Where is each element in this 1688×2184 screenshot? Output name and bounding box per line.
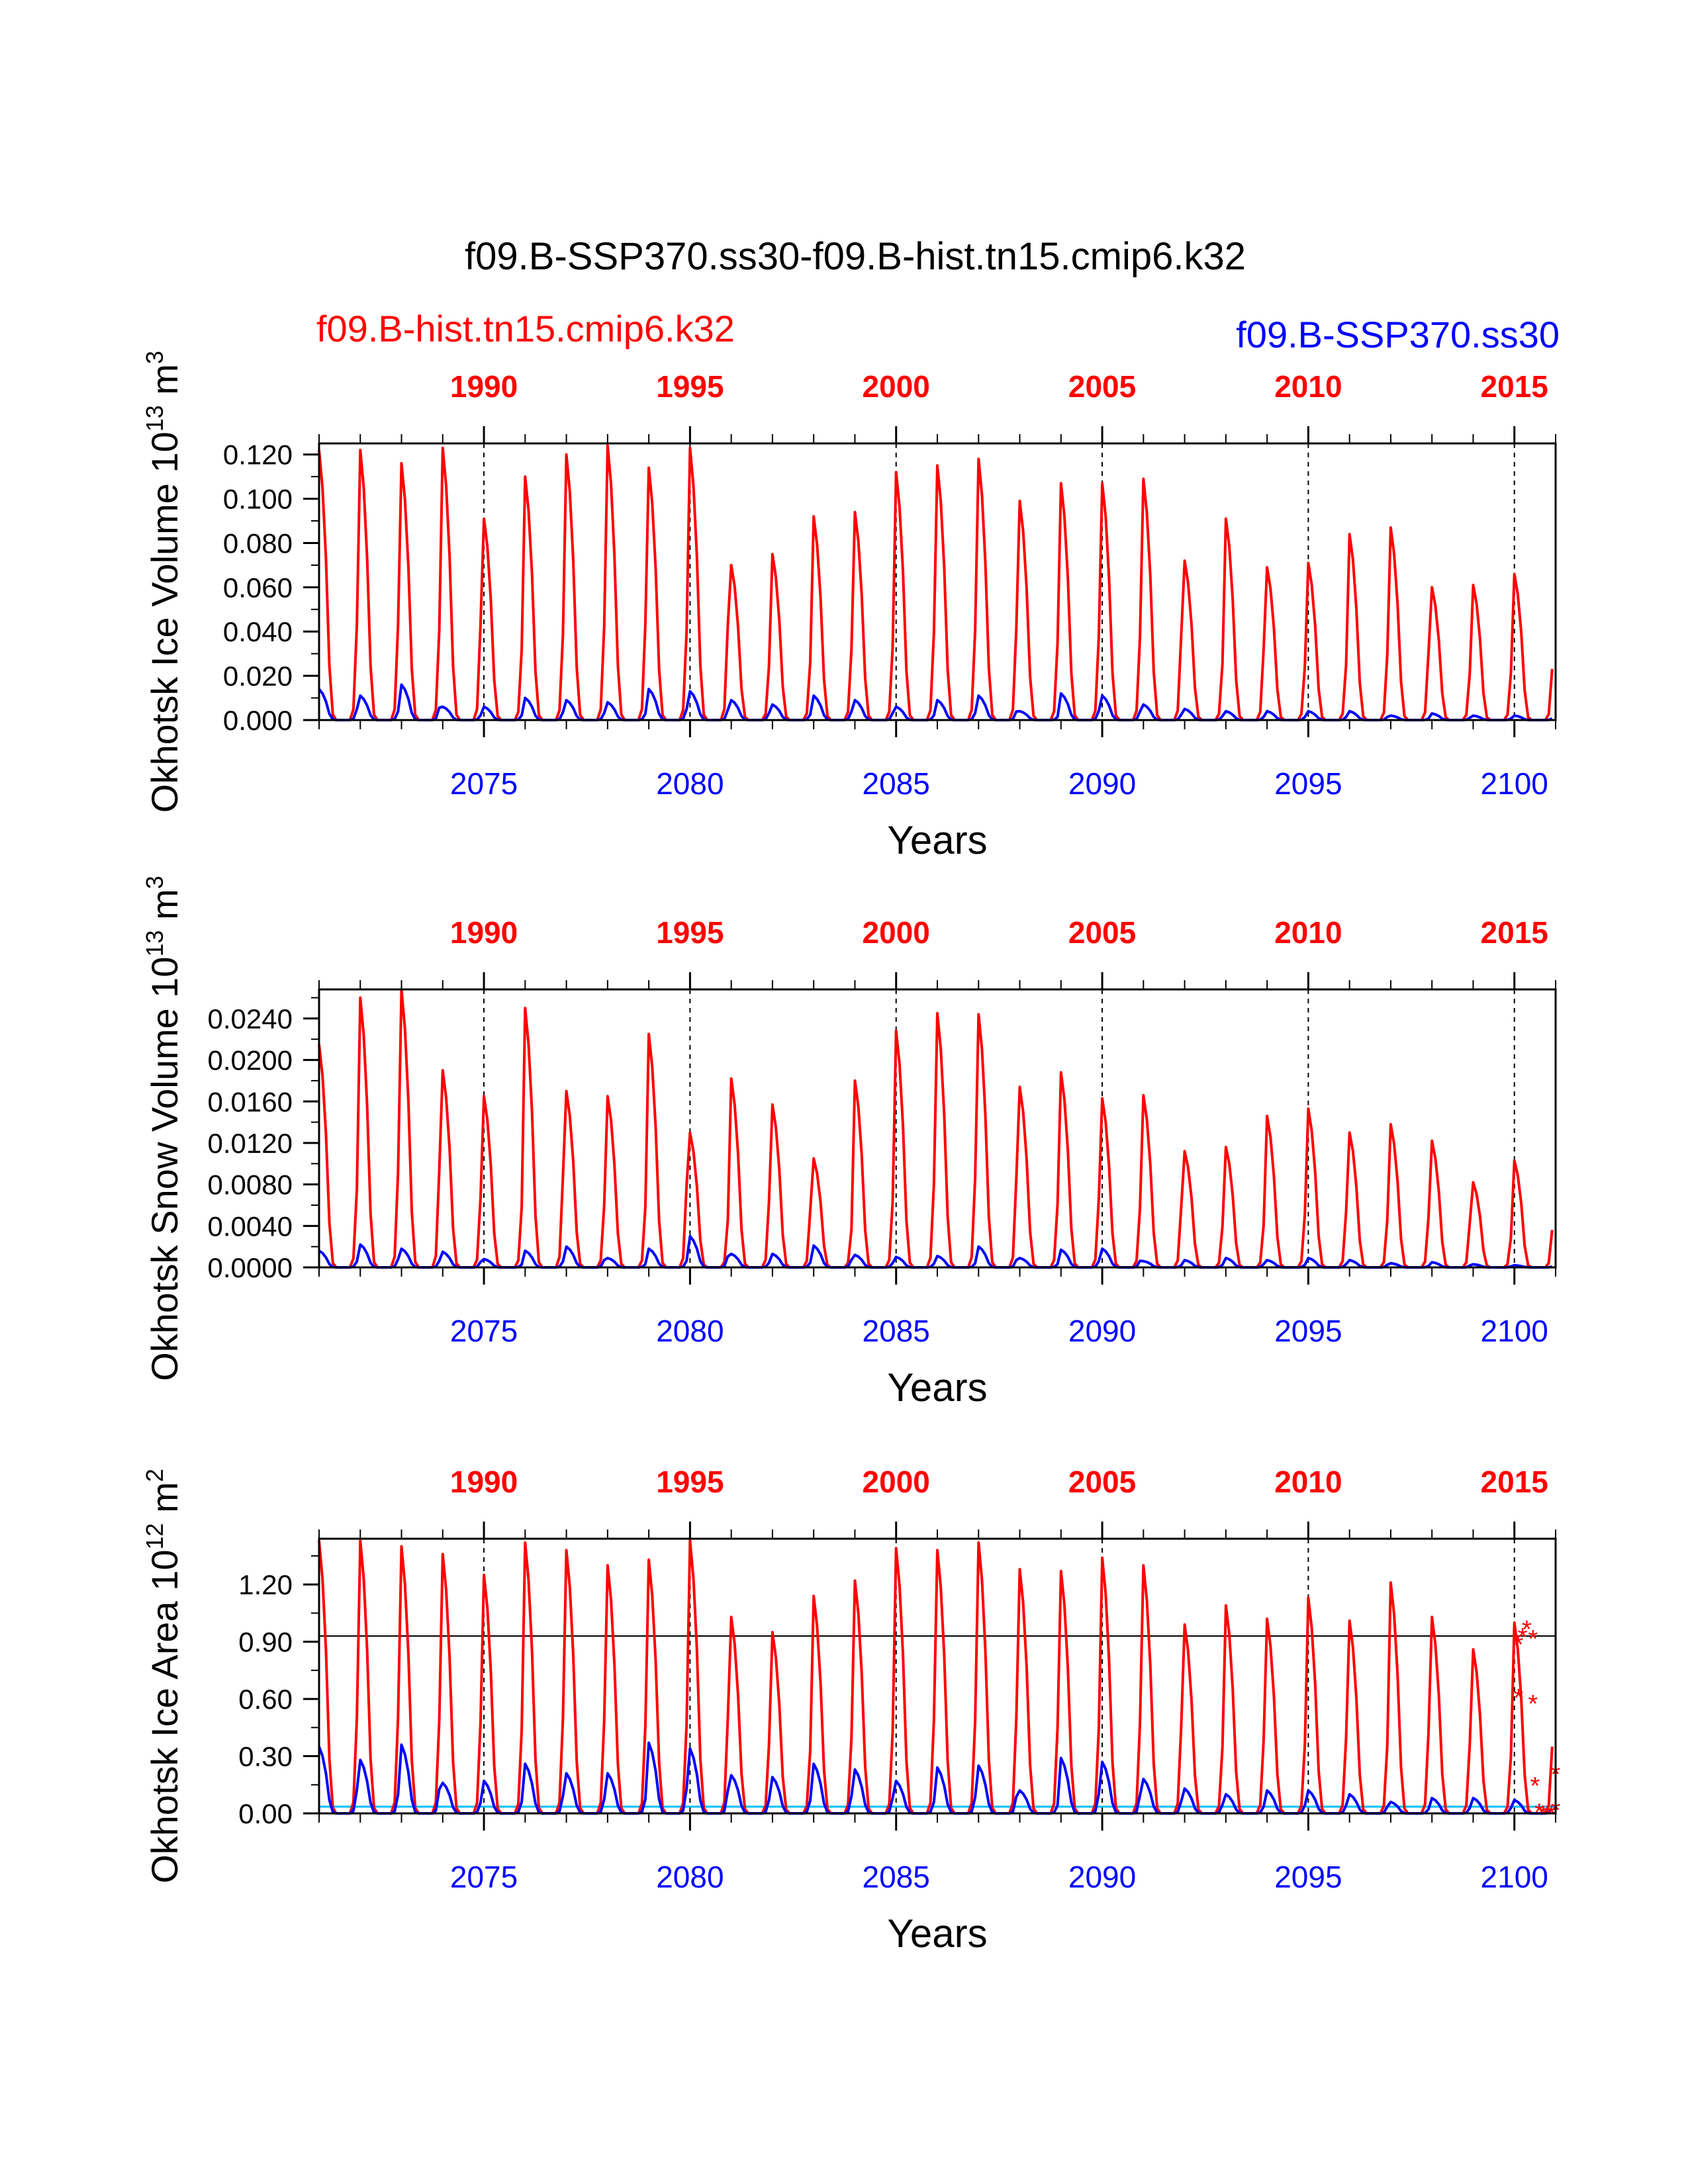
y-tick-label: 0.060 bbox=[223, 572, 293, 603]
y-tick-label: 0.90 bbox=[238, 1627, 293, 1658]
x-tick-label-top: 1995 bbox=[656, 1465, 724, 1499]
y-tick-label: 0.0160 bbox=[208, 1086, 293, 1117]
x-tick-label-top: 1995 bbox=[656, 369, 724, 404]
series-line bbox=[318, 988, 1554, 1269]
x-tick-label-bottom: 2085 bbox=[863, 766, 930, 801]
data-marker: * bbox=[1528, 1690, 1538, 1718]
y-axis-label: Okhotsk Snow Volume 1013 m3 bbox=[141, 876, 185, 1381]
data-marker: * bbox=[1518, 1623, 1528, 1651]
x-tick-label-top: 2000 bbox=[863, 1465, 930, 1499]
series-line bbox=[318, 683, 1553, 721]
legend-ssp-label: f09.B-SSP370.ss30 bbox=[1236, 314, 1560, 355]
y-tick-label: 0.0240 bbox=[208, 1003, 293, 1034]
y-tick-label: 0.100 bbox=[223, 484, 293, 515]
y-tick-label: 0.30 bbox=[238, 1741, 293, 1772]
main-title: f09.B-SSP370.ss30-f09.B-hist.tn15.cmip6.… bbox=[465, 235, 1246, 278]
y-tick-label: 0.0000 bbox=[208, 1252, 293, 1283]
data-marker: * bbox=[1542, 1801, 1552, 1829]
x-tick-label-bottom: 2090 bbox=[1068, 766, 1136, 801]
x-tick-label-top: 2005 bbox=[1068, 369, 1136, 404]
x-tick-label-top: 2010 bbox=[1274, 369, 1342, 404]
x-tick-label-top: 2000 bbox=[863, 369, 930, 404]
series-line bbox=[318, 1235, 1553, 1269]
y-tick-label: 0.080 bbox=[223, 527, 293, 559]
x-tick-label-bottom: 2080 bbox=[656, 766, 724, 801]
x-axis-label: Years bbox=[887, 818, 987, 862]
x-tick-label-top: 2015 bbox=[1481, 369, 1548, 404]
y-tick-label: 0.0080 bbox=[208, 1169, 293, 1201]
x-tick-label-top: 1990 bbox=[450, 915, 518, 950]
x-tick-label-top: 1995 bbox=[656, 915, 724, 950]
x-tick-label-bottom: 2090 bbox=[1068, 1860, 1136, 1894]
y-axis-label: Okhotsk Ice Volume 1013 m3 bbox=[141, 351, 185, 813]
data-marker: * bbox=[1514, 1684, 1524, 1712]
y-tick-label: 0.120 bbox=[223, 439, 293, 471]
x-tick-label-top: 2005 bbox=[1068, 915, 1136, 950]
data-marker: * bbox=[1538, 1801, 1548, 1829]
x-tick-label-bottom: 2085 bbox=[863, 1860, 930, 1894]
x-tick-label-bottom: 2075 bbox=[450, 1314, 518, 1348]
x-tick-label-bottom: 2095 bbox=[1274, 1860, 1342, 1894]
y-tick-label: 1.20 bbox=[238, 1569, 293, 1600]
x-tick-label-top: 2010 bbox=[1274, 1465, 1342, 1499]
y-tick-label: 0.0120 bbox=[208, 1128, 293, 1159]
x-tick-label-bottom: 2095 bbox=[1274, 766, 1342, 801]
series-line bbox=[318, 444, 1554, 721]
chart-panel: 0.0000 0.0040 0.0080 0.0120 0.0160 0.0200 0.02… bbox=[141, 876, 1557, 1410]
x-tick-label-bottom: 2080 bbox=[656, 1860, 724, 1894]
data-marker: * bbox=[1522, 1615, 1532, 1643]
x-tick-label-bottom: 2075 bbox=[450, 766, 518, 801]
x-tick-label-top: 1990 bbox=[450, 369, 518, 404]
y-axis-label: Okhotsk Ice Area 1012 m2 bbox=[141, 1469, 185, 1884]
x-tick-label-top: 2010 bbox=[1274, 915, 1342, 950]
y-tick-label: 0.040 bbox=[223, 616, 293, 647]
x-axis-label: Years bbox=[887, 1911, 987, 1956]
x-tick-label-top: 2000 bbox=[863, 915, 930, 950]
series-line bbox=[318, 1741, 1554, 1815]
y-tick-label: 0.0040 bbox=[208, 1210, 293, 1242]
y-tick-label: 0.00 bbox=[238, 1798, 293, 1829]
x-tick-label-top: 2015 bbox=[1481, 915, 1548, 950]
x-tick-label-bottom: 2085 bbox=[863, 1314, 930, 1348]
x-axis-label: Years bbox=[887, 1365, 987, 1410]
series-line bbox=[318, 1539, 1554, 1815]
data-marker: * bbox=[1514, 1631, 1524, 1659]
x-tick-label-top: 2015 bbox=[1481, 1465, 1548, 1499]
x-tick-label-bottom: 2090 bbox=[1068, 1314, 1136, 1348]
data-marker: * bbox=[1546, 1801, 1556, 1829]
x-tick-label-bottom: 2080 bbox=[656, 1314, 724, 1348]
y-tick-label: 0.020 bbox=[223, 660, 293, 692]
x-tick-label-bottom: 2075 bbox=[450, 1860, 518, 1894]
x-tick-label-bottom: 2095 bbox=[1274, 1314, 1342, 1348]
data-marker: * bbox=[1528, 1625, 1538, 1653]
x-tick-label-top: 1990 bbox=[450, 1465, 518, 1499]
data-marker: * bbox=[1530, 1772, 1540, 1800]
y-tick-label: 0.0200 bbox=[208, 1045, 293, 1076]
chart-panel: 0.000 0.020 0.040 0.060 0.080 0.100 0.120 2075 2… bbox=[141, 351, 1557, 862]
x-tick-label-bottom: 2100 bbox=[1481, 1314, 1548, 1348]
legend-hist-label: f09.B-hist.tn15.cmip6.k32 bbox=[316, 308, 735, 349]
x-tick-label-bottom: 2100 bbox=[1481, 766, 1548, 801]
y-tick-label: 0.000 bbox=[223, 705, 293, 736]
y-tick-label: 0.60 bbox=[238, 1684, 293, 1715]
chart-panels: 0.000 0.020 0.040 0.060 0.080 0.100 0.120 2075 2… bbox=[141, 351, 1561, 1956]
x-tick-label-bottom: 2100 bbox=[1481, 1860, 1548, 1894]
x-tick-label-top: 2005 bbox=[1068, 1465, 1136, 1499]
